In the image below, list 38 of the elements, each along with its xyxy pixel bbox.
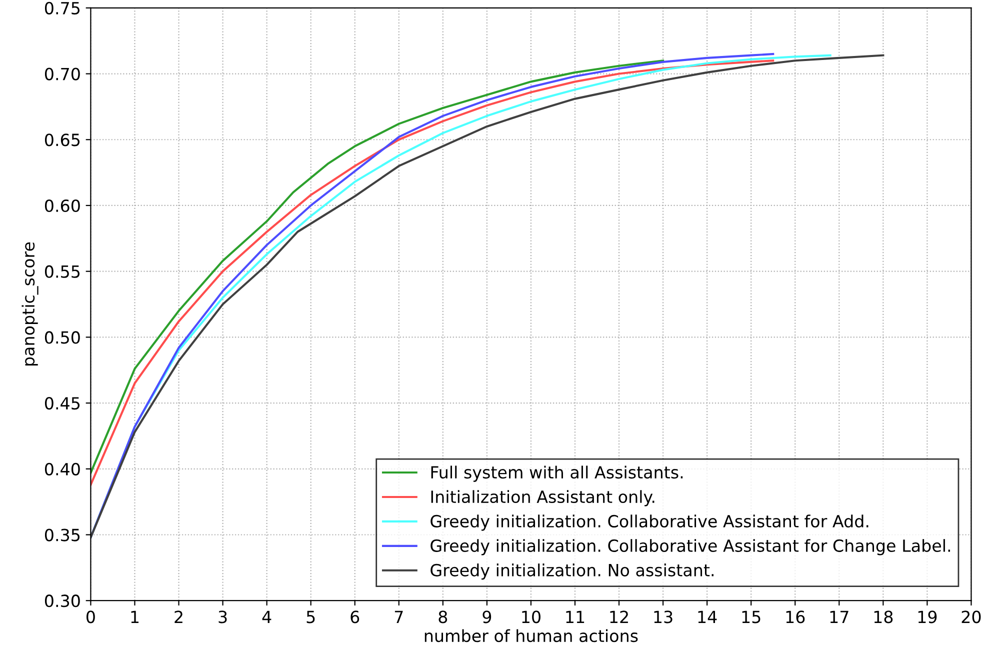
y-tick-label: 0.65 <box>44 134 80 146</box>
y-tick-label: 0.40 <box>44 462 80 476</box>
y-tick-label: 0.70 <box>44 68 80 80</box>
x-tick-label: 13 <box>654 610 672 624</box>
x-tick-label: 20 <box>962 610 981 624</box>
x-tick-label: 6 <box>350 610 360 624</box>
x-axis-title: number of human actions <box>424 629 638 642</box>
x-tick-label: 15 <box>742 610 760 624</box>
x-tick-label: 16 <box>786 610 805 624</box>
x-tick-label: 1 <box>131 610 138 623</box>
x-tick-label: 3 <box>218 610 227 624</box>
x-tick-label: 5 <box>306 610 315 624</box>
y-tick-label: 0.50 <box>44 331 80 344</box>
x-tick-label: 18 <box>874 610 893 624</box>
y-tick-label: 0.30 <box>44 594 80 608</box>
legend-label: Full system with all Assistants. <box>431 466 683 482</box>
x-tick-label: 4 <box>262 610 272 623</box>
legend-label: Greedy initialization. No assistant. <box>430 564 714 580</box>
x-tick-label: 10 <box>522 610 540 624</box>
x-tick-label: 2 <box>174 610 182 623</box>
x-tick-label: 11 <box>566 610 584 623</box>
x-tick-label: 14 <box>698 610 717 623</box>
x-tick-label: 0 <box>86 610 95 624</box>
x-tick-label: 8 <box>438 610 448 624</box>
y-tick-label: 0.35 <box>44 528 80 542</box>
y-axis-title: panoptic_score <box>22 242 38 366</box>
legend-label: Greedy initialization. Collaborative Assistant for Change Label. <box>430 539 950 556</box>
legend-label: Greedy initialization. Collaborative Assistant for Add. <box>430 514 868 531</box>
x-tick-label: 7 <box>394 610 403 623</box>
legend-label: Initialization Assistant only. <box>431 490 654 506</box>
x-tick-label: 9 <box>482 610 492 624</box>
y-tick-label: 0.75 <box>44 2 80 14</box>
x-tick-label: 19 <box>918 610 937 624</box>
x-tick-label: 12 <box>610 610 628 623</box>
x-tick-label: 17 <box>830 610 848 623</box>
y-tick-label: 0.60 <box>44 199 80 212</box>
y-tick-label: 0.45 <box>44 397 80 410</box>
y-tick-label: 0.55 <box>44 265 80 278</box>
